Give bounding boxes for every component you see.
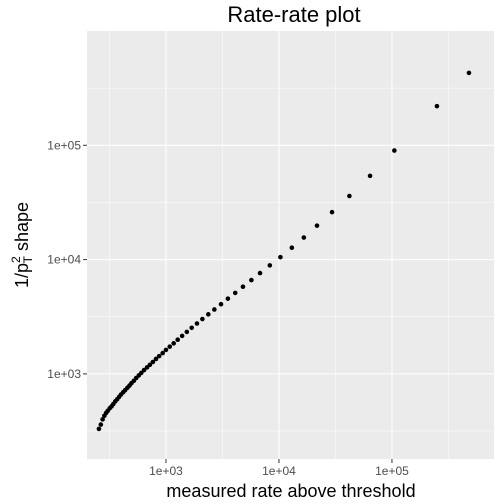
data-point [434, 103, 440, 109]
y-axis-label-prefix: 1/p [12, 263, 32, 288]
y-axis-label-subscript: T [21, 255, 35, 263]
data-point [100, 417, 105, 422]
data-point [179, 333, 185, 339]
data-point [232, 290, 238, 296]
data-point [141, 367, 147, 373]
data-point [314, 223, 320, 228]
data-point [150, 359, 156, 365]
chart-title: Rate-rate plot [227, 2, 360, 27]
data-point [225, 296, 231, 301]
data-point [167, 344, 173, 349]
data-point [257, 270, 263, 276]
data-point [153, 356, 159, 362]
y-tick-label: 1e+03 [47, 367, 81, 381]
data-point [466, 70, 472, 76]
y-axis-label-superscript: 2 [9, 256, 23, 263]
data-point [171, 341, 176, 346]
data-point [289, 245, 295, 251]
x-tick-label: 1e+05 [375, 464, 409, 478]
data-point [175, 337, 181, 343]
data-point [147, 362, 153, 368]
data-point [367, 173, 373, 179]
y-axis-label-suffix: shape [12, 202, 32, 256]
x-axis-label: measured rate above threshold [166, 481, 415, 501]
y-axis: 1e+03 1e+04 1e+05 [47, 138, 87, 381]
data-point [194, 321, 200, 326]
data-point [156, 353, 162, 359]
plot-panel [87, 31, 494, 459]
data-point [392, 148, 397, 153]
data-point [240, 284, 246, 290]
y-tick-label: 1e+04 [47, 253, 81, 267]
scatter-points [96, 70, 472, 432]
x-tick-label: 1e+03 [149, 464, 183, 478]
data-point [189, 325, 195, 331]
data-point [206, 312, 211, 317]
data-point [96, 426, 102, 432]
data-point [98, 422, 104, 427]
x-axis: 1e+03 1e+04 1e+05 [149, 459, 409, 478]
y-axis-label: 1/p2T shape [9, 202, 35, 288]
x-tick-label: 1e+04 [262, 464, 296, 478]
data-point [184, 329, 190, 335]
data-point [267, 263, 273, 268]
data-point [160, 350, 165, 356]
data-point [347, 193, 352, 199]
data-point [218, 301, 224, 307]
y-tick-label: 1e+05 [47, 138, 81, 152]
minor-gridlines [87, 31, 494, 459]
data-point [329, 209, 335, 215]
major-gridlines [87, 31, 494, 459]
data-point [139, 370, 144, 376]
data-point [200, 316, 205, 322]
data-point [301, 235, 307, 240]
data-point [278, 254, 283, 260]
data-point [163, 347, 169, 353]
data-point [212, 307, 217, 312]
data-point [249, 277, 254, 283]
